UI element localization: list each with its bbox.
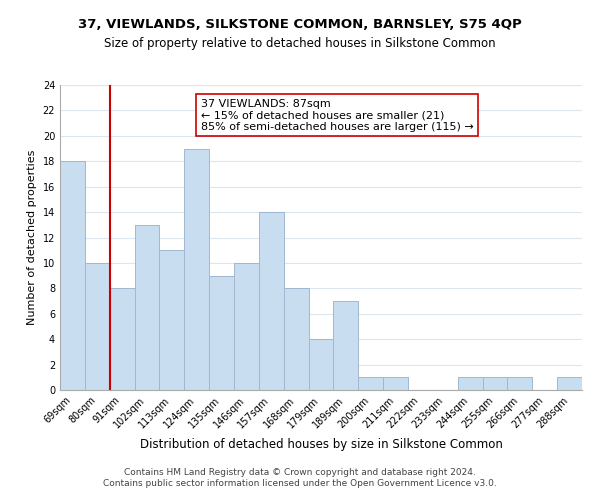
Bar (160, 250, 184, 390)
Bar (334, 301, 358, 390)
Text: 37, VIEWLANDS, SILKSTONE COMMON, BARNSLEY, S75 4QP: 37, VIEWLANDS, SILKSTONE COMMON, BARNSLE… (78, 18, 522, 30)
Bar (134, 225, 160, 390)
Bar (308, 339, 334, 390)
Bar (358, 378, 383, 390)
Bar (557, 378, 582, 390)
Text: 37 VIEWLANDS: 87sqm
← 15% of detached houses are smaller (21)
85% of semi-detach: 37 VIEWLANDS: 87sqm ← 15% of detached ho… (201, 98, 473, 132)
Bar (184, 148, 209, 390)
Bar (60, 162, 85, 390)
Text: Contains HM Land Registry data © Crown copyright and database right 2024.
Contai: Contains HM Land Registry data © Crown c… (103, 468, 497, 487)
Bar (259, 212, 284, 390)
Bar (110, 288, 134, 390)
Text: Size of property relative to detached houses in Silkstone Common: Size of property relative to detached ho… (104, 38, 496, 51)
Bar (482, 378, 508, 390)
Bar (234, 263, 259, 390)
Bar (209, 276, 234, 390)
Bar (85, 263, 110, 390)
Bar (284, 288, 308, 390)
Y-axis label: Number of detached properties: Number of detached properties (27, 150, 37, 325)
Bar (458, 378, 482, 390)
Bar (383, 378, 408, 390)
X-axis label: Distribution of detached houses by size in Silkstone Common: Distribution of detached houses by size … (140, 438, 502, 451)
Bar (508, 378, 532, 390)
